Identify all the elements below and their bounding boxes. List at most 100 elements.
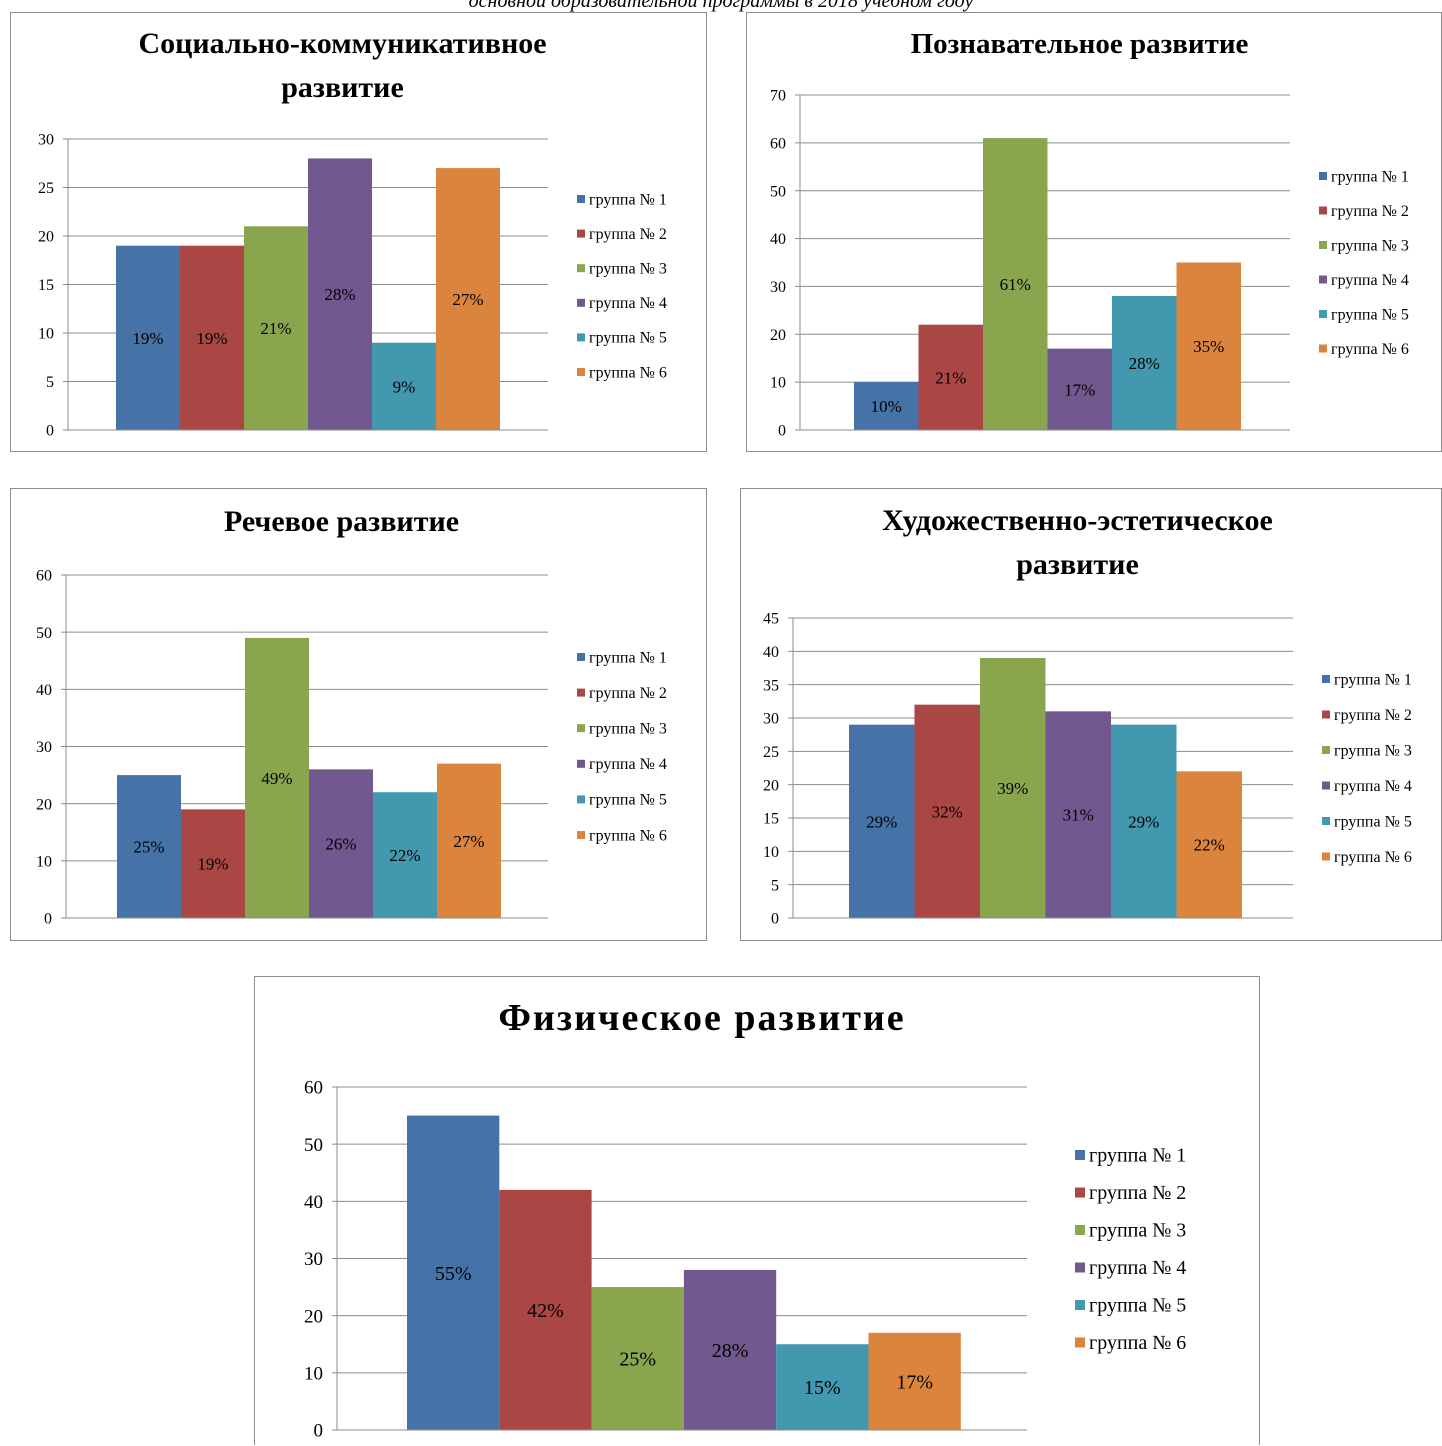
legend-swatch xyxy=(1075,1187,1085,1198)
data-label: 28% xyxy=(712,1340,749,1362)
data-label: 15% xyxy=(804,1377,841,1399)
legend-label: группа № 3 xyxy=(589,720,667,737)
bar-группа-no-1 xyxy=(407,1115,500,1430)
y-tick-label: 15 xyxy=(38,277,54,294)
chart-artistic-aesthetic: Художественно-эстетическое развитие 0 5 10 15… xyxy=(740,488,1442,941)
chart-title: Социально-коммуникативное xyxy=(138,27,546,60)
y-tick-label: 10 xyxy=(304,1363,323,1384)
legend-swatch xyxy=(577,795,585,804)
legend-label: группа № 3 xyxy=(1089,1220,1186,1242)
bar-группа-no-3 xyxy=(980,658,1046,918)
legend-swatch xyxy=(1322,675,1330,683)
legend-swatch xyxy=(1319,344,1327,353)
bar-группа-no-5 xyxy=(372,342,436,430)
data-label: 61% xyxy=(1000,275,1031,294)
legend-label: группа № 5 xyxy=(1331,306,1409,323)
legend-swatch xyxy=(1322,852,1330,861)
y-tick-label: 35 xyxy=(763,677,779,694)
legend-swatch xyxy=(1319,172,1327,180)
legend-label: группа № 1 xyxy=(1089,1145,1186,1167)
data-label: 42% xyxy=(527,1300,564,1322)
chart-svg: Познавательное развитие 0 10 20 30 40 50 60 70 10… xyxy=(770,28,1409,440)
y-tick-label: 10 xyxy=(36,853,52,870)
legend-label: группа № 2 xyxy=(1334,707,1412,724)
bar-группа-no-6 xyxy=(437,763,501,918)
legend-swatch xyxy=(577,759,585,768)
chart-svg: Художественно-эстетическое развитие 0 5 10 15… xyxy=(763,504,1412,928)
y-tick-label: 0 xyxy=(778,423,786,440)
legend-label: группа № 2 xyxy=(1089,1182,1186,1204)
y-tick-label: 20 xyxy=(36,796,52,813)
y-tick-label: 60 xyxy=(304,1078,323,1099)
bar-группа-no-1 xyxy=(854,382,919,430)
legend-swatch xyxy=(1322,781,1330,790)
chart-physical: Физическое развитие 0 10 20 30 40 50 60 55% 42% 25… xyxy=(254,976,1260,1445)
data-label: 22% xyxy=(1194,836,1225,855)
bar-группа-no-2 xyxy=(180,245,244,430)
y-tick-label: 70 xyxy=(770,88,786,105)
legend-label: группа № 6 xyxy=(1334,849,1412,866)
legend-swatch xyxy=(1319,275,1327,284)
legend-swatch xyxy=(1322,817,1330,825)
y-tick-label: 30 xyxy=(36,739,52,756)
bar-группа-no-2 xyxy=(914,704,980,918)
y-tick-label: 60 xyxy=(36,568,52,585)
bar-группа-no-1 xyxy=(849,724,915,918)
y-tick-label: 20 xyxy=(38,229,54,246)
y-tick-label: 0 xyxy=(44,911,52,928)
y-tick-label: 30 xyxy=(304,1249,323,1270)
data-label: 17% xyxy=(1064,380,1095,399)
data-label: 32% xyxy=(932,802,963,821)
legend-swatch xyxy=(577,264,585,273)
legend-label: группа № 3 xyxy=(1331,237,1409,254)
chart-social-communicative: Социально-коммуникативное развитие 0 5 10 15 2… xyxy=(10,12,707,452)
bar-группа-no-1 xyxy=(117,775,181,918)
y-tick-label: 5 xyxy=(771,877,779,894)
legend-swatch xyxy=(577,688,585,697)
data-label: 31% xyxy=(1063,806,1094,825)
chart-svg: Социально-коммуникативное развитие 0 5 10 15 2… xyxy=(38,27,667,440)
legend-label: группа № 3 xyxy=(589,260,667,277)
legend-swatch xyxy=(1075,1150,1085,1160)
data-label: 29% xyxy=(866,812,897,831)
data-label: 10% xyxy=(871,397,902,416)
bar-группа-no-5 xyxy=(1111,724,1177,918)
y-tick-label: 40 xyxy=(763,644,779,661)
chart-title: Художественно-эстетическое xyxy=(882,504,1273,537)
data-label: 19% xyxy=(197,855,228,874)
legend-label: группа № 4 xyxy=(1334,778,1412,795)
legend-swatch xyxy=(577,298,585,307)
legend-swatch xyxy=(1075,1300,1085,1310)
legend-label: группа № 1 xyxy=(589,191,667,208)
data-label: 28% xyxy=(324,285,355,304)
data-label: 29% xyxy=(1128,812,1159,831)
legend-swatch xyxy=(577,195,585,203)
legend-label: группа № 5 xyxy=(1334,813,1412,830)
y-tick-label: 40 xyxy=(770,231,786,248)
legend-label: группа № 6 xyxy=(1089,1332,1186,1354)
y-tick-label: 20 xyxy=(770,327,786,344)
bar-группа-no-6 xyxy=(1176,262,1241,430)
chart-title: развитие xyxy=(1016,548,1139,581)
bar-группа-no-4 xyxy=(308,158,372,430)
chart-speech: Речевое развитие 0 10 20 30 40 50 60 25% 19% 49% 26… xyxy=(10,488,707,941)
legend-label: группа № 4 xyxy=(1089,1257,1186,1279)
data-label: 26% xyxy=(325,835,356,854)
data-label: 28% xyxy=(1129,354,1160,373)
legend-swatch xyxy=(1075,1337,1085,1348)
y-tick-label: 50 xyxy=(36,625,52,642)
legend-label: группа № 2 xyxy=(1331,203,1409,220)
legend-swatch xyxy=(577,229,585,238)
data-label: 19% xyxy=(132,329,163,348)
bar-группа-no-2 xyxy=(181,809,245,918)
y-tick-label: 30 xyxy=(763,711,779,728)
legend-swatch xyxy=(1319,206,1327,215)
bar-группа-no-6 xyxy=(1176,771,1242,918)
y-tick-label: 40 xyxy=(304,1192,323,1213)
data-label: 49% xyxy=(261,769,292,788)
chart-cognitive: Познавательное развитие 0 10 20 30 40 50 60 70 10… xyxy=(746,12,1442,452)
y-tick-label: 0 xyxy=(314,1421,324,1442)
legend-label: группа № 1 xyxy=(589,649,667,666)
legend-label: группа № 6 xyxy=(1331,341,1409,358)
legend-label: группа № 6 xyxy=(589,827,667,844)
